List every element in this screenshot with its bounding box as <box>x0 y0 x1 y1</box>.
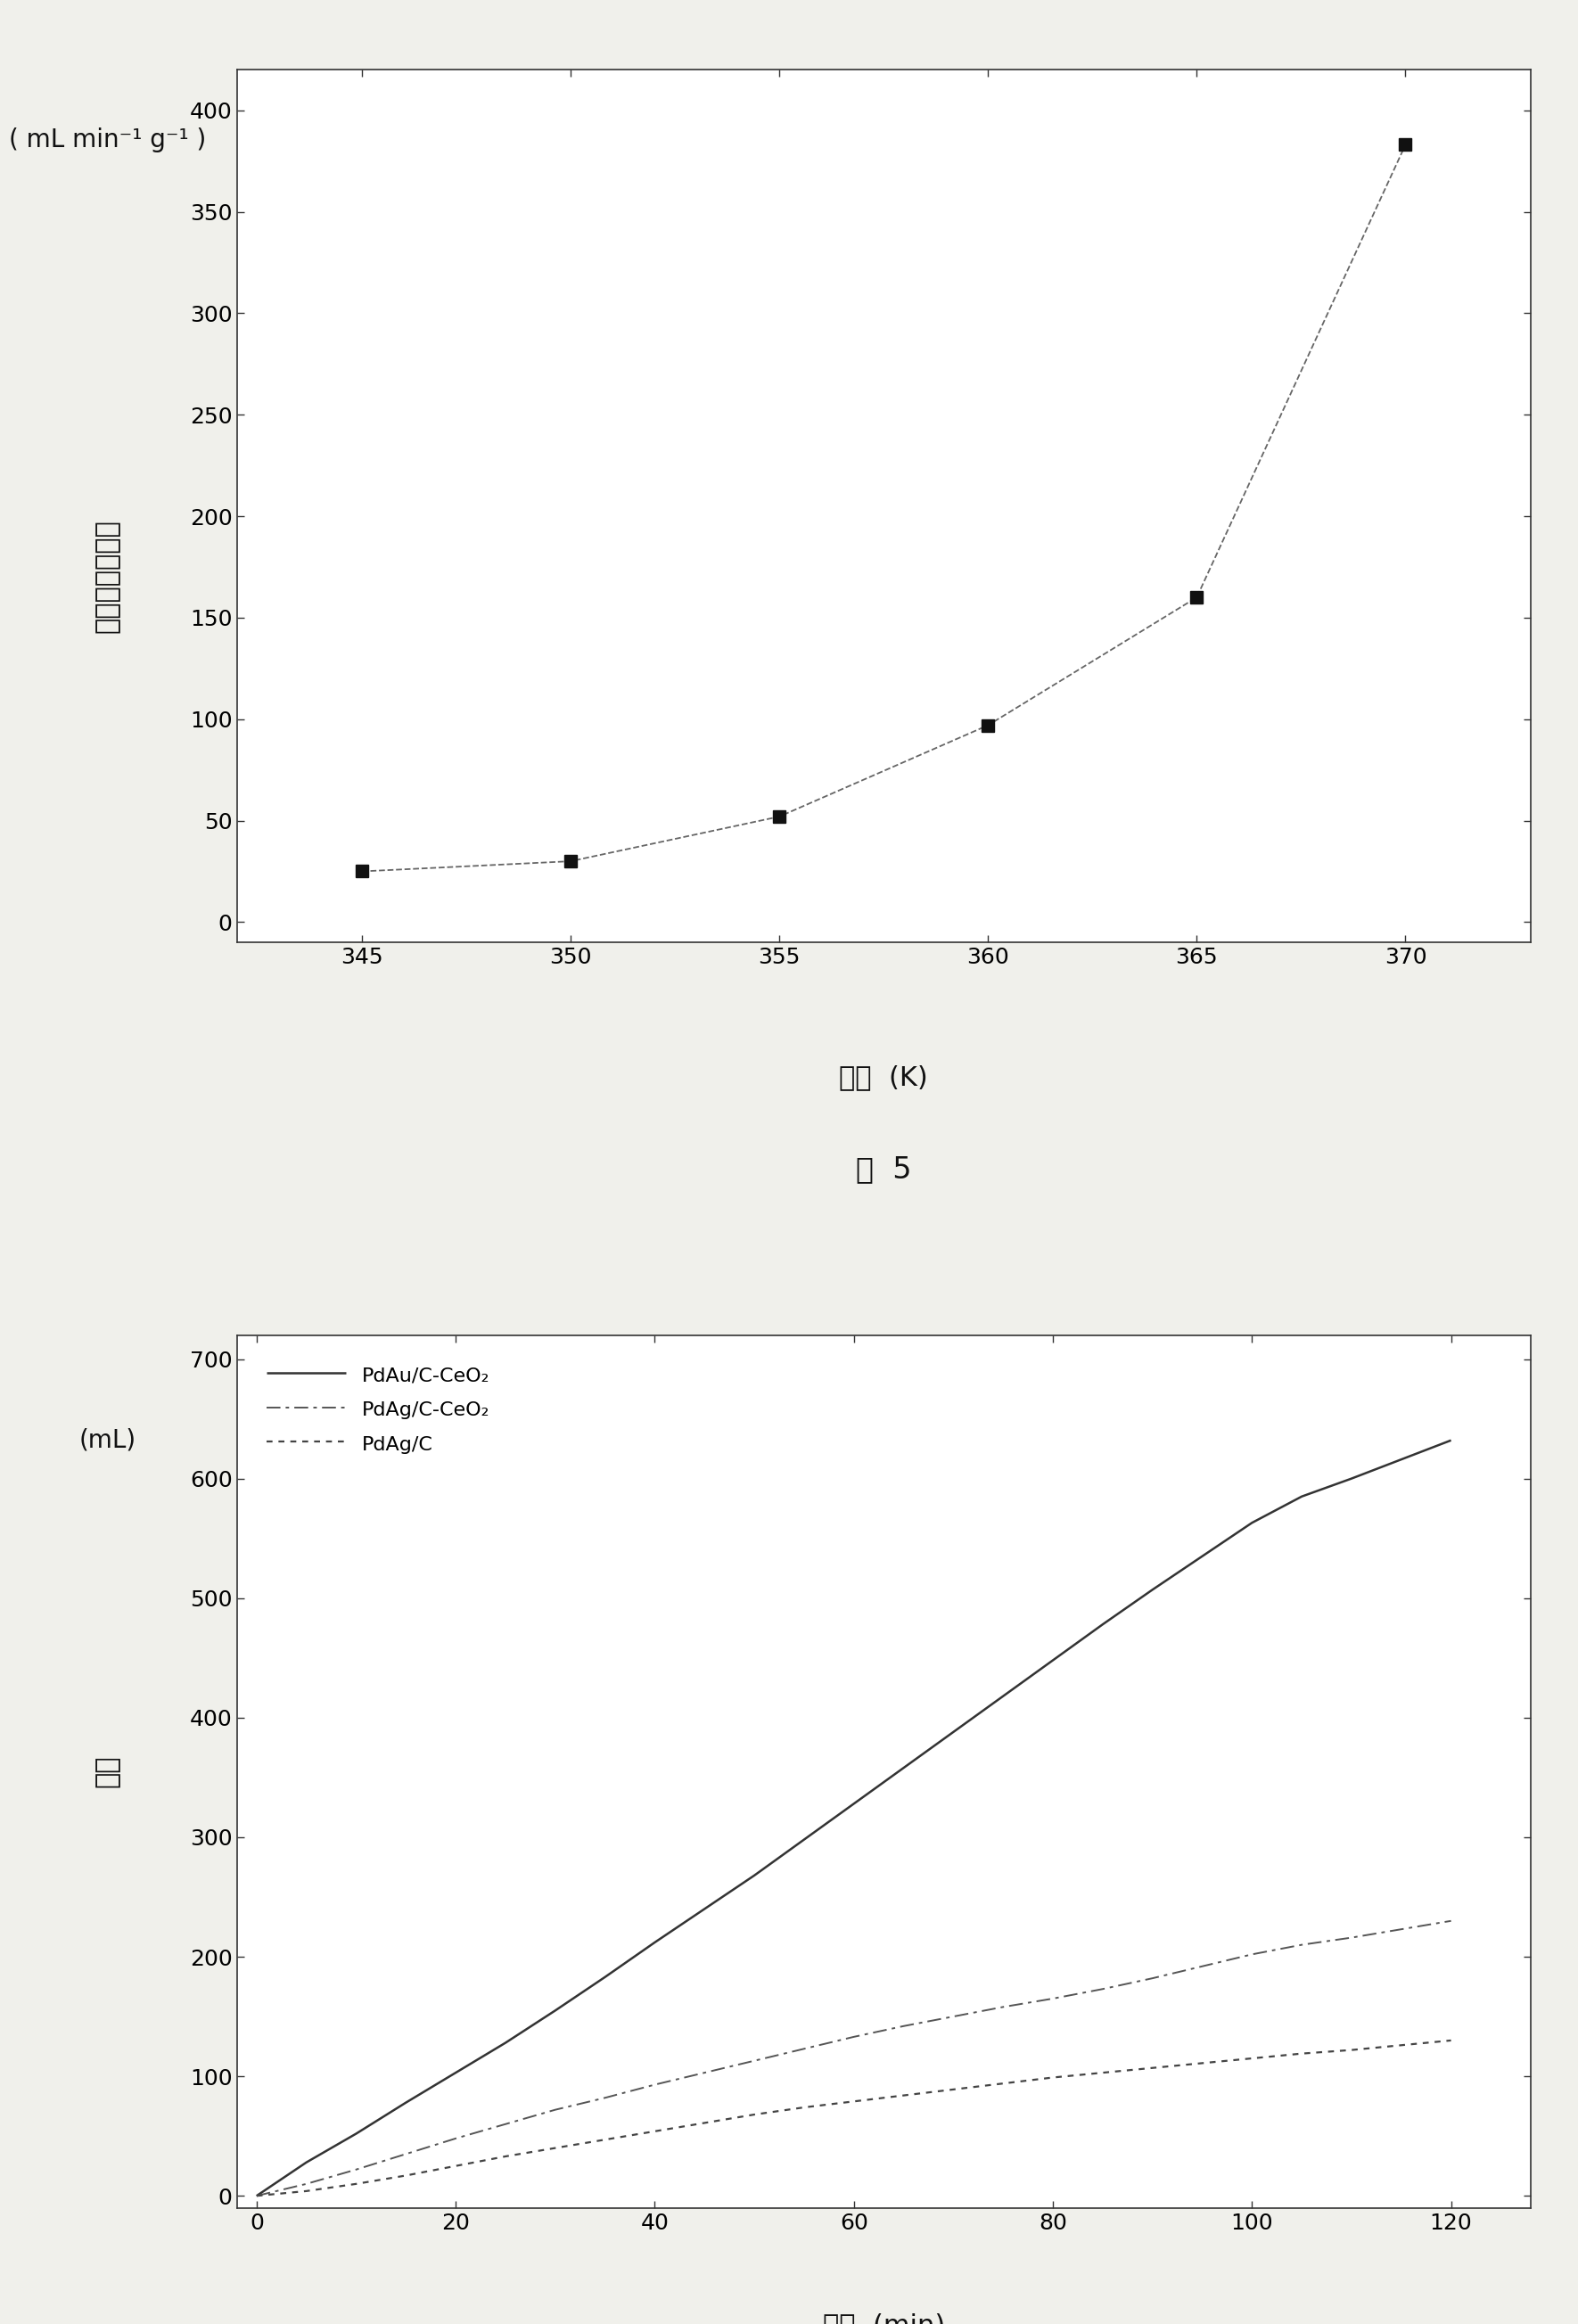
PdAg/C-CeO₂ <box>347 2157 366 2185</box>
PdAg/C <box>1292 2040 1311 2068</box>
PdAg/C <box>1193 2050 1212 2078</box>
PdAg/C-CeO₂ <box>297 2171 316 2199</box>
PdAg/C <box>347 2171 366 2199</box>
PdAg/C <box>1142 2054 1161 2082</box>
PdAg/C-CeO₂ <box>1043 1985 1062 2013</box>
PdAg/C <box>297 2178 316 2205</box>
PdAg/C <box>795 2094 814 2122</box>
PdAg/C-CeO₂ <box>694 2059 713 2087</box>
PdAg/C <box>844 2087 863 2115</box>
PdAu/C-CeO₂ <box>1392 1446 1411 1473</box>
PdAg/C <box>745 2101 764 2129</box>
PdAg/C-CeO₂ <box>645 2071 664 2099</box>
PdAg/C-CeO₂ <box>595 2085 614 2113</box>
PdAg/C-CeO₂ <box>1292 1931 1311 1959</box>
PdAu/C-CeO₂ <box>1442 1427 1461 1455</box>
PdAg/C <box>645 2117 664 2145</box>
PdAu/C-CeO₂ <box>745 1862 764 1889</box>
PdAu/C-CeO₂ <box>694 1894 713 1922</box>
PdAu/C-CeO₂ <box>396 2089 415 2117</box>
PdAg/C-CeO₂ <box>396 2140 415 2168</box>
PdAg/C <box>1242 2045 1261 2073</box>
PdAg/C-CeO₂ <box>447 2124 466 2152</box>
PdAg/C-CeO₂ <box>495 2110 514 2138</box>
PdAu/C-CeO₂ <box>297 2147 316 2175</box>
PdAg/C-CeO₂ <box>745 2047 764 2075</box>
Line: PdAg/C-CeO₂: PdAg/C-CeO₂ <box>257 1922 1452 2196</box>
PdAg/C-CeO₂ <box>895 2013 914 2040</box>
PdAg/C-CeO₂ <box>994 1994 1013 2022</box>
Text: ( mL min⁻¹ g⁻¹ ): ( mL min⁻¹ g⁻¹ ) <box>9 128 205 151</box>
PdAg/C <box>1341 2036 1360 2064</box>
Text: 体积: 体积 <box>95 1755 120 1787</box>
Text: 时间  (min): 时间 (min) <box>822 2312 945 2324</box>
Legend: PdAu/C-CeO₂, PdAg/C-CeO₂, PdAg/C: PdAu/C-CeO₂, PdAg/C-CeO₂, PdAg/C <box>246 1346 510 1473</box>
PdAg/C <box>495 2143 514 2171</box>
PdAg/C-CeO₂ <box>546 2096 565 2124</box>
PdAg/C <box>694 2108 713 2136</box>
PdAu/C-CeO₂ <box>1341 1464 1360 1492</box>
PdAg/C <box>248 2182 267 2210</box>
PdAg/C-CeO₂ <box>1193 1952 1212 1980</box>
PdAu/C-CeO₂ <box>248 2182 267 2210</box>
PdAg/C <box>994 2071 1013 2099</box>
PdAu/C-CeO₂ <box>844 1789 863 1817</box>
PdAg/C <box>595 2126 614 2154</box>
PdAg/C <box>944 2075 963 2103</box>
PdAu/C-CeO₂ <box>944 1717 963 1745</box>
PdAu/C-CeO₂ <box>1193 1543 1212 1571</box>
PdAg/C <box>1442 2027 1461 2054</box>
PdAg/C-CeO₂ <box>1341 1924 1360 1952</box>
PdAg/C <box>447 2152 466 2180</box>
PdAu/C-CeO₂ <box>546 1996 565 2024</box>
PdAg/C <box>1392 2031 1411 2059</box>
PdAu/C-CeO₂ <box>1094 1611 1112 1638</box>
Line: PdAg/C: PdAg/C <box>257 2040 1452 2196</box>
PdAg/C-CeO₂ <box>248 2182 267 2210</box>
PdAu/C-CeO₂ <box>645 1929 664 1957</box>
Text: 产生气体的速度: 产生气体的速度 <box>95 518 120 632</box>
PdAu/C-CeO₂ <box>1142 1576 1161 1604</box>
PdAg/C-CeO₂ <box>1094 1975 1112 2003</box>
PdAu/C-CeO₂ <box>447 2059 466 2087</box>
PdAg/C-CeO₂ <box>1142 1964 1161 1992</box>
Text: (mL): (mL) <box>79 1427 136 1452</box>
PdAg/C <box>1043 2064 1062 2092</box>
Text: 图  5: 图 5 <box>855 1155 912 1183</box>
PdAg/C <box>396 2161 415 2189</box>
Text: 温度  (K): 温度 (K) <box>839 1064 928 1090</box>
PdAg/C <box>1094 2059 1112 2087</box>
Line: PdAu/C-CeO₂: PdAu/C-CeO₂ <box>257 1441 1452 2196</box>
PdAg/C-CeO₂ <box>795 2036 814 2064</box>
PdAg/C-CeO₂ <box>844 2022 863 2050</box>
PdAu/C-CeO₂ <box>1292 1483 1311 1511</box>
PdAu/C-CeO₂ <box>495 2029 514 2057</box>
PdAu/C-CeO₂ <box>895 1755 914 1783</box>
PdAu/C-CeO₂ <box>1043 1645 1062 1673</box>
PdAu/C-CeO₂ <box>595 1964 614 1992</box>
PdAg/C-CeO₂ <box>1242 1941 1261 1968</box>
PdAu/C-CeO₂ <box>347 2119 366 2147</box>
PdAg/C-CeO₂ <box>1442 1908 1461 1936</box>
PdAg/C-CeO₂ <box>1392 1915 1411 1943</box>
PdAg/C <box>546 2133 565 2161</box>
PdAu/C-CeO₂ <box>795 1827 814 1855</box>
PdAg/C-CeO₂ <box>944 2003 963 2031</box>
PdAu/C-CeO₂ <box>994 1683 1013 1710</box>
PdAg/C <box>895 2082 914 2110</box>
PdAu/C-CeO₂ <box>1242 1508 1261 1536</box>
